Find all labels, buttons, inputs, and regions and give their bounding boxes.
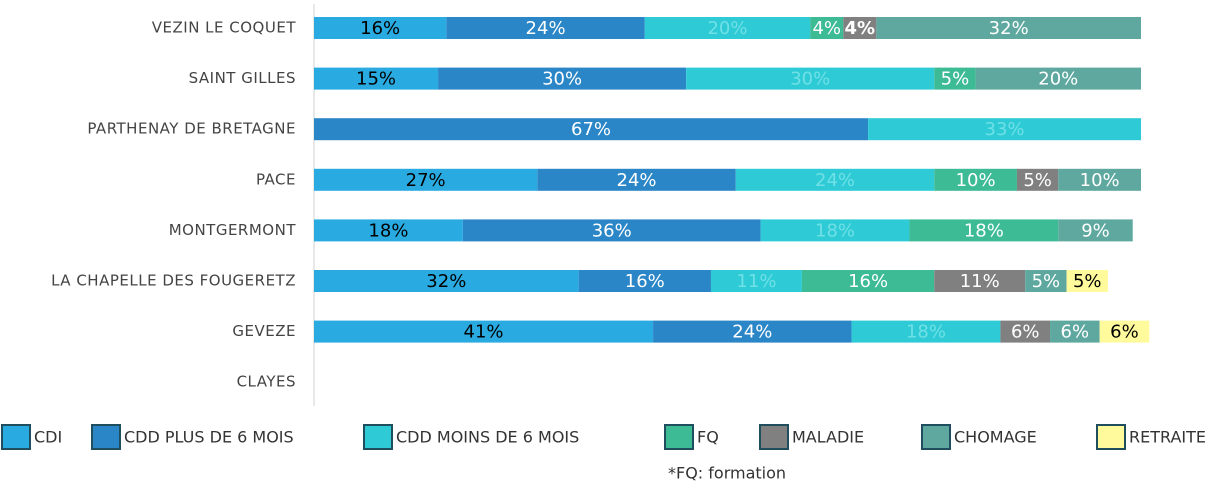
bar-segment xyxy=(975,67,1141,90)
data-label: 5% xyxy=(1032,271,1061,292)
legend-label: MALADIE xyxy=(792,428,864,447)
category-label: PACE xyxy=(256,170,296,188)
data-label: 16% xyxy=(848,271,888,292)
legend-swatch xyxy=(1,424,31,450)
data-label: 5% xyxy=(1073,271,1102,292)
bar-segment xyxy=(314,17,447,39)
bar-segment xyxy=(1058,168,1141,191)
bar-segment xyxy=(686,67,935,90)
bar-segment xyxy=(1000,320,1051,343)
category-label: GEVEZE xyxy=(232,322,296,340)
bar-segment xyxy=(314,219,463,242)
bar-segment xyxy=(760,219,910,242)
data-label: 10% xyxy=(956,170,996,191)
data-label: 33% xyxy=(985,119,1025,140)
data-label: 10% xyxy=(1080,170,1120,191)
bar-segment xyxy=(1066,270,1108,292)
footnote: *FQ: formation xyxy=(668,464,786,483)
data-label: 11% xyxy=(736,271,776,292)
data-label: 6% xyxy=(1061,322,1090,343)
bar-segment xyxy=(578,270,711,292)
category-label: PARTHENAY DE BRETAGNE xyxy=(87,120,296,138)
data-label: 15% xyxy=(356,69,396,90)
bar-segment xyxy=(314,118,869,141)
data-label: 5% xyxy=(1023,170,1052,191)
legend-label: FQ xyxy=(697,428,719,447)
category-label: LA CHAPELLE DES FOUGERETZ xyxy=(51,272,296,290)
data-label: 24% xyxy=(526,18,566,39)
data-label: 18% xyxy=(815,220,855,241)
data-label: 4% xyxy=(845,18,876,39)
data-label: 11% xyxy=(960,271,1000,292)
bar-segment xyxy=(1016,168,1059,191)
data-label: 16% xyxy=(360,18,400,39)
bar-segment xyxy=(843,17,877,39)
bar-segment xyxy=(735,168,935,191)
bar-segment xyxy=(1025,270,1067,292)
data-label: 67% xyxy=(571,119,611,140)
bar-segment xyxy=(934,270,1026,292)
data-label: 41% xyxy=(464,322,504,343)
bar-segment xyxy=(909,219,1059,242)
bar-segment xyxy=(438,67,687,90)
legend-swatch xyxy=(1096,424,1126,450)
bar-segment xyxy=(462,219,761,242)
bar-segment xyxy=(801,270,935,292)
data-label: 6% xyxy=(1110,322,1139,343)
data-label: 24% xyxy=(815,170,855,191)
category-label: MONTGERMONT xyxy=(169,221,297,239)
bar-segment xyxy=(314,270,579,292)
data-label: 32% xyxy=(989,18,1029,39)
legend-swatch xyxy=(363,424,393,450)
legend-label: RETRAITE xyxy=(1129,428,1206,447)
bar-segment xyxy=(314,168,538,191)
category-label: VEZIN LE COQUET xyxy=(152,19,297,37)
data-label: 32% xyxy=(426,271,466,292)
data-label: 27% xyxy=(406,170,446,191)
legend-swatch xyxy=(664,424,694,450)
data-label: 18% xyxy=(906,322,946,343)
data-label: 16% xyxy=(625,271,665,292)
bar-segment xyxy=(1099,320,1150,343)
legend-label: CDD MOINS DE 6 MOIS xyxy=(396,428,579,447)
data-label: 30% xyxy=(790,69,830,90)
bar-segment xyxy=(653,320,852,343)
category-label: SAINT GILLES xyxy=(189,69,296,87)
legend-label: CDD PLUS DE 6 MOIS xyxy=(124,428,294,447)
bar-segment xyxy=(314,67,439,90)
bar-segment xyxy=(446,17,645,39)
bar-segment xyxy=(851,320,1001,343)
data-label: 36% xyxy=(592,220,632,241)
legend-swatch xyxy=(759,424,789,450)
data-label: 30% xyxy=(542,69,582,90)
bar-segment xyxy=(1058,219,1133,242)
bar-segment xyxy=(710,270,802,292)
bar-segment xyxy=(537,168,736,191)
bar-segment xyxy=(868,118,1141,141)
bar-segment xyxy=(934,67,976,90)
data-label: 20% xyxy=(707,18,747,39)
bar-segment xyxy=(1050,320,1100,343)
bar-segment xyxy=(810,17,844,39)
legend-swatch xyxy=(91,424,121,450)
data-label: 5% xyxy=(941,69,970,90)
bar-segment xyxy=(876,17,1141,39)
category-label: CLAYES xyxy=(237,373,296,391)
data-label: 24% xyxy=(617,170,657,191)
data-label: 9% xyxy=(1081,220,1110,241)
data-label: 4% xyxy=(812,18,841,39)
legend-swatch xyxy=(921,424,951,450)
data-label: 6% xyxy=(1011,322,1040,343)
legend-label: CDI xyxy=(34,428,62,447)
bar-segment xyxy=(644,17,811,39)
legend-label: CHOMAGE xyxy=(954,428,1037,447)
data-label: 18% xyxy=(368,220,408,241)
bar-segment xyxy=(314,320,654,343)
data-label: 24% xyxy=(732,322,772,343)
data-label: 18% xyxy=(964,220,1004,241)
data-label: 20% xyxy=(1038,69,1078,90)
bar-segment xyxy=(934,168,1017,191)
